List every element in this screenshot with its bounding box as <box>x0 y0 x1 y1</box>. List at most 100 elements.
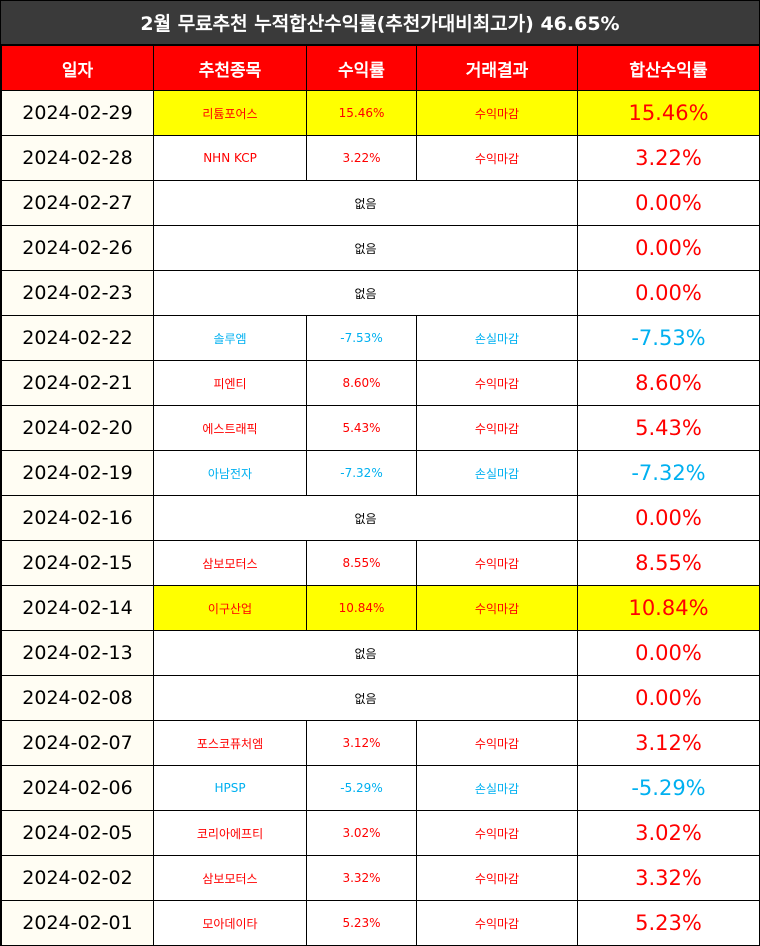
row-none: 없음 <box>153 675 578 721</box>
row-stock: 모아데이타 <box>153 900 307 946</box>
table-row: 2024-02-14 이구산업 10.84% 수익마감 10.84% <box>1 585 760 631</box>
row-result: 수익마감 <box>416 900 578 946</box>
header-row: 일자 추천종목 수익률 거래결과 합산수익률 <box>1 45 760 91</box>
table-row: 2024-02-20 에스트래픽 5.43% 수익마감 5.43% <box>1 405 760 451</box>
row-rate: 15.46% <box>306 90 417 136</box>
row-total: 0.00% <box>577 225 760 271</box>
row-rate: 3.32% <box>306 855 417 901</box>
row-result: 수익마감 <box>416 135 578 181</box>
row-none: 없음 <box>153 495 578 541</box>
table-body: 2024-02-29 리튬포어스 15.46% 수익마감 15.46% 2024-02-2… <box>1 90 760 946</box>
row-total: 8.60% <box>577 360 760 406</box>
row-rate: -7.32% <box>306 450 417 496</box>
row-result: 수익마감 <box>416 540 578 586</box>
row-rate: -7.53% <box>306 315 417 361</box>
table-row: 2024-02-28 NHN KCP 3.22% 수익마감 3.22% <box>1 135 760 181</box>
row-total: 0.00% <box>577 675 760 721</box>
table-row: 2024-02-07 포스코퓨처엠 3.12% 수익마감 3.12% <box>1 720 760 766</box>
header-rate: 수익률 <box>306 45 417 91</box>
row-result: 손실마감 <box>416 765 578 811</box>
row-rate: 3.12% <box>306 720 417 766</box>
row-date: 2024-02-28 <box>1 135 154 181</box>
row-total: 0.00% <box>577 270 760 316</box>
row-date: 2024-02-06 <box>1 765 154 811</box>
row-total: 10.84% <box>577 585 760 631</box>
row-result: 손실마감 <box>416 450 578 496</box>
row-total: 0.00% <box>577 630 760 676</box>
row-total: 5.43% <box>577 405 760 451</box>
row-stock: NHN KCP <box>153 135 307 181</box>
row-stock: 아남전자 <box>153 450 307 496</box>
row-date: 2024-02-19 <box>1 450 154 496</box>
row-result: 손실마감 <box>416 315 578 361</box>
row-result: 수익마감 <box>416 405 578 451</box>
table-row: 2024-02-02 삼보모터스 3.32% 수익마감 3.32% <box>1 855 760 901</box>
table-row: 2024-02-13 없음 0.00% <box>1 630 760 676</box>
row-date: 2024-02-26 <box>1 225 154 271</box>
row-date: 2024-02-22 <box>1 315 154 361</box>
row-stock: 삼보모터스 <box>153 855 307 901</box>
row-none: 없음 <box>153 225 578 271</box>
page-title: 2월 무료추천 누적합산수익률(추천가대비최고가) 46.65% <box>1 1 759 45</box>
row-rate: 3.22% <box>306 135 417 181</box>
row-date: 2024-02-08 <box>1 675 154 721</box>
row-total: -7.53% <box>577 315 760 361</box>
row-stock: 솔루엠 <box>153 315 307 361</box>
row-result: 수익마감 <box>416 855 578 901</box>
row-none: 없음 <box>153 180 578 226</box>
table-row: 2024-02-26 없음 0.00% <box>1 225 760 271</box>
row-stock: 포스코퓨처엠 <box>153 720 307 766</box>
row-result: 수익마감 <box>416 810 578 856</box>
table-row: 2024-02-05 코리아에프티 3.02% 수익마감 3.02% <box>1 810 760 856</box>
row-total: 3.02% <box>577 810 760 856</box>
table-row: 2024-02-06 HPSP -5.29% 손실마감 -5.29% <box>1 765 760 811</box>
row-stock: 에스트래픽 <box>153 405 307 451</box>
row-total: 0.00% <box>577 180 760 226</box>
row-result: 수익마감 <box>416 720 578 766</box>
table-row: 2024-02-23 없음 0.00% <box>1 270 760 316</box>
row-stock: 삼보모터스 <box>153 540 307 586</box>
row-date: 2024-02-16 <box>1 495 154 541</box>
row-stock: 리튬포어스 <box>153 90 307 136</box>
row-rate: 5.23% <box>306 900 417 946</box>
row-rate: 8.55% <box>306 540 417 586</box>
table-row: 2024-02-29 리튬포어스 15.46% 수익마감 15.46% <box>1 90 760 136</box>
row-result: 수익마감 <box>416 585 578 631</box>
table-row: 2024-02-08 없음 0.00% <box>1 675 760 721</box>
header-result: 거래결과 <box>416 45 578 91</box>
row-date: 2024-02-02 <box>1 855 154 901</box>
table-row: 2024-02-15 삼보모터스 8.55% 수익마감 8.55% <box>1 540 760 586</box>
row-total: -5.29% <box>577 765 760 811</box>
row-date: 2024-02-15 <box>1 540 154 586</box>
row-date: 2024-02-13 <box>1 630 154 676</box>
header-stock: 추천종목 <box>153 45 307 91</box>
header-total: 합산수익률 <box>577 45 760 91</box>
row-total: 8.55% <box>577 540 760 586</box>
row-result: 수익마감 <box>416 360 578 406</box>
row-total: 3.32% <box>577 855 760 901</box>
row-stock: 피엔티 <box>153 360 307 406</box>
header-date: 일자 <box>1 45 154 91</box>
row-total: 5.23% <box>577 900 760 946</box>
row-result: 수익마감 <box>416 90 578 136</box>
row-date: 2024-02-01 <box>1 900 154 946</box>
row-stock: 코리아에프티 <box>153 810 307 856</box>
row-date: 2024-02-21 <box>1 360 154 406</box>
row-total: -7.32% <box>577 450 760 496</box>
table-row: 2024-02-21 피엔티 8.60% 수익마감 8.60% <box>1 360 760 406</box>
row-date: 2024-02-05 <box>1 810 154 856</box>
row-rate: 10.84% <box>306 585 417 631</box>
row-rate: 3.02% <box>306 810 417 856</box>
row-stock: HPSP <box>153 765 307 811</box>
row-rate: 5.43% <box>306 405 417 451</box>
table-row: 2024-02-19 아남전자 -7.32% 손실마감 -7.32% <box>1 450 760 496</box>
row-total: 3.22% <box>577 135 760 181</box>
row-total: 15.46% <box>577 90 760 136</box>
row-rate: 8.60% <box>306 360 417 406</box>
row-total: 0.00% <box>577 495 760 541</box>
row-date: 2024-02-14 <box>1 585 154 631</box>
row-date: 2024-02-20 <box>1 405 154 451</box>
row-rate: -5.29% <box>306 765 417 811</box>
table-row: 2024-02-16 없음 0.00% <box>1 495 760 541</box>
